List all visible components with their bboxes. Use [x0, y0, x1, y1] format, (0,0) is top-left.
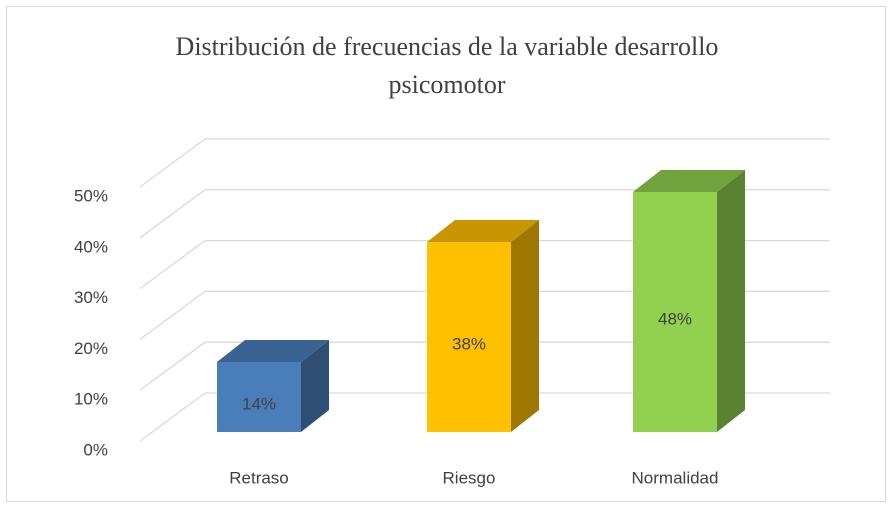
data-label: 38%	[452, 334, 486, 353]
bar-side	[511, 220, 539, 432]
x-tick-label: Normalidad	[632, 468, 719, 487]
bar	[427, 242, 511, 432]
y-tick-label: 0%	[83, 440, 108, 459]
bar-top	[633, 170, 745, 192]
grid-line	[139, 138, 206, 188]
bar-top	[217, 340, 329, 362]
y-tick-label: 30%	[74, 288, 108, 307]
grid-line	[139, 290, 206, 340]
y-tick-label: 40%	[74, 237, 108, 256]
grid-line	[139, 392, 206, 442]
bar-top	[427, 220, 539, 242]
bar-side	[301, 340, 329, 432]
grid-line	[139, 341, 206, 391]
x-tick-label: Riesgo	[443, 468, 496, 487]
grid-line	[139, 189, 206, 239]
bar-side	[717, 170, 745, 432]
bar	[217, 362, 301, 432]
y-tick-label: 20%	[74, 339, 108, 358]
chart-title: Distribución de frecuencias de la variab…	[175, 32, 719, 99]
bar	[633, 192, 717, 432]
y-tick-label: 50%	[74, 186, 108, 205]
x-tick-label: Retraso	[229, 468, 289, 487]
chart-frame	[6, 6, 886, 502]
data-label: 48%	[658, 309, 692, 328]
data-label: 14%	[242, 394, 276, 413]
grid-line	[139, 240, 206, 290]
y-tick-label: 10%	[74, 390, 108, 409]
